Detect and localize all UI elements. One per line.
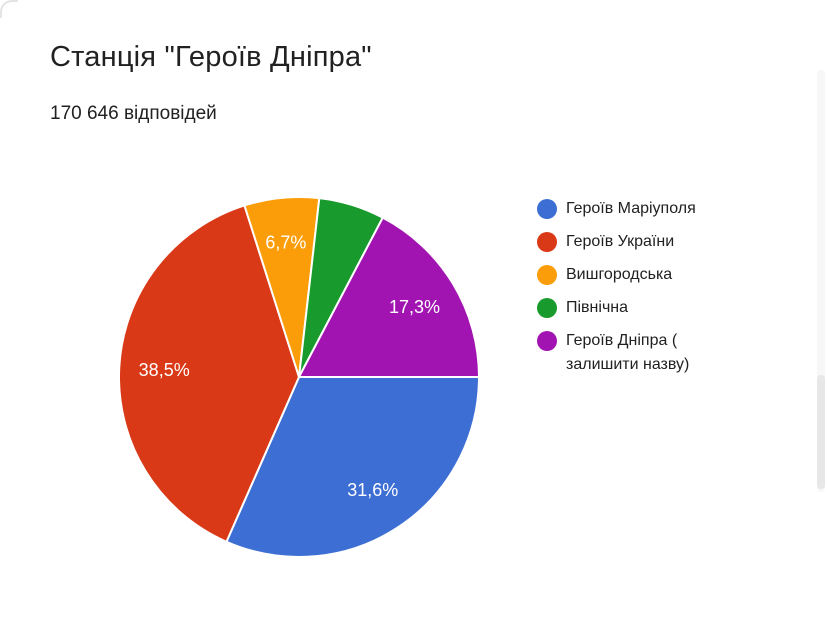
legend-item-5: Героїв Дніпра ( залишити назву)	[537, 329, 777, 377]
legend-item-label: Північна	[566, 299, 629, 316]
legend-swatch-icon	[537, 331, 557, 351]
legend-swatch-icon	[537, 298, 557, 318]
pie-chart-svg: 31,6% 38,5% 6,7% 17,3%	[118, 196, 480, 558]
legend-swatch-icon	[537, 265, 557, 285]
page-title: Станція "Героїв Дніпра"	[50, 41, 372, 73]
chart-legend: Героїв Маріуполя Героїв України Вишгородсь…	[537, 197, 777, 377]
legend-item-label: Героїв України	[566, 233, 675, 250]
pie-slice-1[interactable]	[225, 376, 480, 558]
card-rounded-corner	[0, 0, 18, 18]
pie-slice-label: 31,6%	[347, 480, 398, 500]
pie-chart: 31,6% 38,5% 6,7% 17,3%	[116, 194, 482, 560]
pie-slice-5[interactable]	[298, 216, 480, 378]
pie-slice-label: 17,3%	[389, 297, 440, 317]
scrollbar-track	[817, 70, 825, 492]
scrollbar-thumb[interactable]	[817, 375, 825, 489]
legend-item-4: Північна	[537, 296, 777, 320]
legend-item-3: Вишгородська	[537, 263, 777, 287]
pie-slice-label: 38,5%	[139, 360, 190, 380]
legend-item-label: Героїв Дніпра ( залишити назву)	[566, 332, 690, 373]
legend-swatch-icon	[537, 199, 557, 219]
legend-item-label: Вишгородська	[566, 266, 673, 283]
legend-item-label: Героїв Маріуполя	[566, 200, 696, 217]
pie-slice-label: 6,7%	[265, 233, 306, 253]
legend-item-1: Героїв Маріуполя	[537, 197, 777, 221]
legend-swatch-icon	[537, 232, 557, 252]
responses-count: 170 646 відповідей	[50, 103, 217, 124]
legend-item-2: Героїв України	[537, 230, 777, 254]
pie-slice-2[interactable]	[118, 204, 300, 543]
